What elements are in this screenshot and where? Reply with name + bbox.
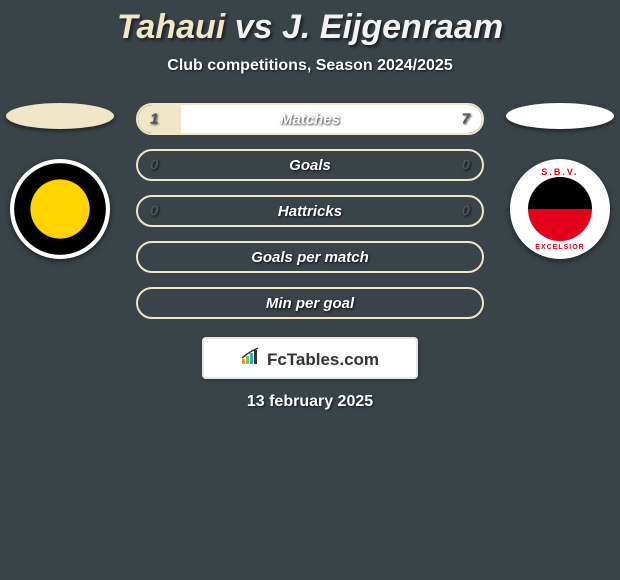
stat-value-right: 0 — [462, 203, 470, 220]
main-content: VITESSE S.B.V. EXCELSIOR 1 7 Matches 0 0 Goal… — [0, 103, 620, 411]
date-label: 13 february 2025 — [0, 393, 620, 411]
player1-name: Tahaui — [117, 8, 225, 46]
stat-label: Matches — [280, 111, 340, 128]
brand-box: FcTables.com — [202, 337, 418, 379]
player2-name: J. Eijgenraam — [282, 8, 503, 46]
stat-value-left: 0 — [150, 203, 158, 220]
excelsior-top-label: S.B.V. — [541, 167, 578, 177]
stat-value-right: 0 — [462, 157, 470, 174]
stat-label: Min per goal — [266, 295, 354, 312]
comparison-card: Tahaui vs J. Eijgenraam Club competition… — [0, 0, 620, 411]
stat-bar: Goals per match — [136, 241, 484, 273]
vitesse-label: VITESSE — [39, 169, 81, 180]
stat-bars: 1 7 Matches 0 0 Goals 0 0 Hattricks Goals per mat… — [136, 103, 484, 319]
stat-value-right: 7 — [462, 111, 470, 128]
player1-color-chip — [6, 103, 114, 129]
stat-value-left: 1 — [150, 111, 158, 128]
stat-bar: Min per goal — [136, 287, 484, 319]
stat-label: Hattricks — [278, 203, 342, 220]
vs-label: vs — [235, 8, 273, 46]
stat-label: Goals — [289, 157, 331, 174]
stat-fill-left — [138, 105, 181, 133]
vitesse-logo: VITESSE — [10, 159, 110, 259]
stat-bar: 1 7 Matches — [136, 103, 484, 135]
brand-logo: FcTables.com — [241, 347, 379, 370]
player2-color-chip — [506, 103, 614, 129]
excelsior-logo: S.B.V. EXCELSIOR — [510, 159, 610, 259]
right-club-column: S.B.V. EXCELSIOR — [500, 103, 620, 259]
stat-label: Goals per match — [251, 249, 369, 266]
chart-icon — [241, 347, 263, 365]
stat-bar: 0 0 Goals — [136, 149, 484, 181]
excelsior-bottom-label: EXCELSIOR — [535, 244, 584, 251]
stat-value-left: 0 — [150, 157, 158, 174]
brand-text: FcTables.com — [267, 350, 379, 370]
stat-bar: 0 0 Hattricks — [136, 195, 484, 227]
subtitle: Club competitions, Season 2024/2025 — [0, 57, 620, 75]
page-title: Tahaui vs J. Eijgenraam — [0, 8, 620, 47]
left-club-column: VITESSE — [0, 103, 120, 259]
